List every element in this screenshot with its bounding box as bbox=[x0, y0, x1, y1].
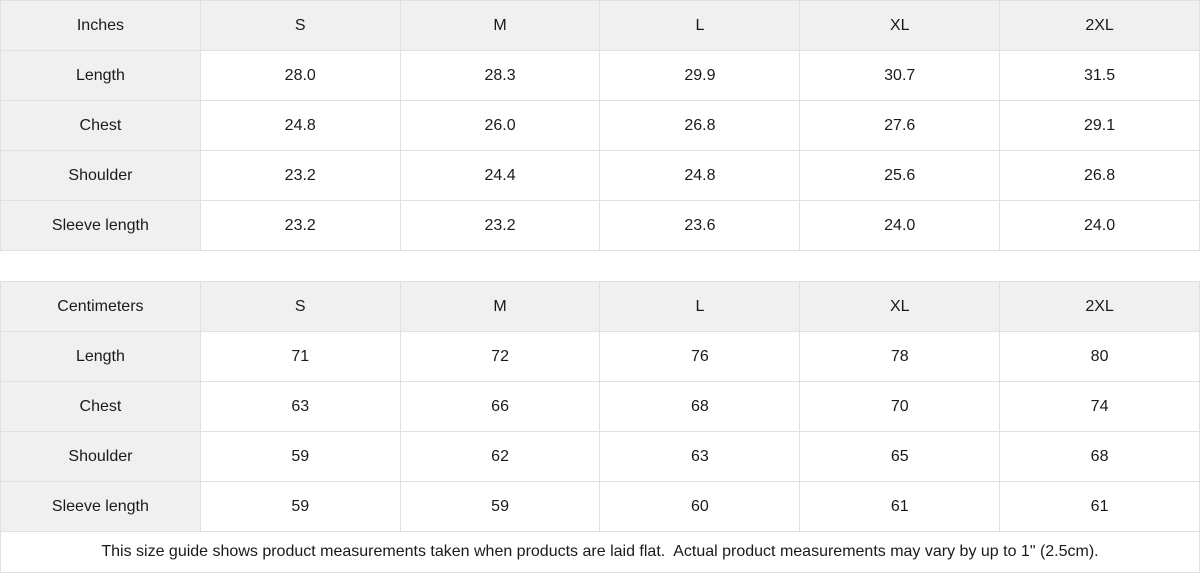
table-row: Sleeve length 59 59 60 61 61 bbox=[0, 481, 1200, 532]
size-col-header: S bbox=[199, 281, 401, 332]
size-value-cell: 24.4 bbox=[399, 150, 601, 201]
table-header-row: Inches S M L XL 2XL bbox=[0, 0, 1200, 51]
size-value-cell: 24.0 bbox=[999, 200, 1200, 251]
size-col-header: 2XL bbox=[999, 0, 1200, 51]
row-label: Sleeve length bbox=[0, 481, 201, 532]
size-value-cell: 59 bbox=[199, 431, 401, 482]
footnote: This size guide shows product measuremen… bbox=[0, 531, 1200, 573]
row-label: Length bbox=[0, 50, 201, 101]
size-value-cell: 23.2 bbox=[199, 150, 401, 201]
size-value-cell: 24.8 bbox=[199, 100, 401, 151]
table-row: Length 71 72 76 78 80 bbox=[0, 331, 1200, 382]
row-label: Shoulder bbox=[0, 431, 201, 482]
table-row: Length 28.0 28.3 29.9 30.7 31.5 bbox=[0, 50, 1200, 101]
size-value-cell: 78 bbox=[799, 331, 1001, 382]
size-value-cell: 65 bbox=[799, 431, 1001, 482]
size-col-header: 2XL bbox=[999, 281, 1200, 332]
row-label: Shoulder bbox=[0, 150, 201, 201]
table-header-row: Centimeters S M L XL 2XL bbox=[0, 281, 1200, 332]
row-label: Length bbox=[0, 331, 201, 382]
size-value-cell: 80 bbox=[999, 331, 1200, 382]
size-value-cell: 29.1 bbox=[999, 100, 1200, 151]
table-row: Sleeve length 23.2 23.2 23.6 24.0 24.0 bbox=[0, 200, 1200, 251]
size-value-cell: 59 bbox=[199, 481, 401, 532]
size-col-header: XL bbox=[799, 281, 1001, 332]
size-value-cell: 63 bbox=[599, 431, 801, 482]
size-value-cell: 24.8 bbox=[599, 150, 801, 201]
size-value-cell: 26.8 bbox=[999, 150, 1200, 201]
size-value-cell: 25.6 bbox=[799, 150, 1001, 201]
unit-header-cell: Inches bbox=[0, 0, 201, 51]
size-value-cell: 29.9 bbox=[599, 50, 801, 101]
table-row: Shoulder 23.2 24.4 24.8 25.6 26.8 bbox=[0, 150, 1200, 201]
size-value-cell: 63 bbox=[199, 381, 401, 432]
size-value-cell: 70 bbox=[799, 381, 1001, 432]
size-value-cell: 27.6 bbox=[799, 100, 1001, 151]
size-value-cell: 66 bbox=[399, 381, 601, 432]
table-row: Chest 24.8 26.0 26.8 27.6 29.1 bbox=[0, 100, 1200, 151]
size-value-cell: 23.2 bbox=[199, 200, 401, 251]
footnote-row: This size guide shows product measuremen… bbox=[0, 531, 1200, 573]
table-row: Shoulder 59 62 63 65 68 bbox=[0, 431, 1200, 482]
size-col-header: M bbox=[399, 0, 601, 51]
size-value-cell: 30.7 bbox=[799, 50, 1001, 101]
size-value-cell: 76 bbox=[599, 331, 801, 382]
size-value-cell: 28.3 bbox=[399, 50, 601, 101]
size-table-inches: Inches S M L XL 2XL Length 28.0 28.3 29.… bbox=[0, 0, 1200, 251]
size-value-cell: 68 bbox=[599, 381, 801, 432]
size-value-cell: 24.0 bbox=[799, 200, 1001, 251]
size-col-header: M bbox=[399, 281, 601, 332]
size-table-centimeters: Centimeters S M L XL 2XL Length 71 72 76… bbox=[0, 281, 1200, 573]
size-col-header: L bbox=[599, 281, 801, 332]
size-value-cell: 28.0 bbox=[199, 50, 401, 101]
size-value-cell: 31.5 bbox=[999, 50, 1200, 101]
size-value-cell: 61 bbox=[799, 481, 1001, 532]
unit-header-cell: Centimeters bbox=[0, 281, 201, 332]
size-col-header: XL bbox=[799, 0, 1001, 51]
size-col-header: S bbox=[199, 0, 401, 51]
row-label: Chest bbox=[0, 381, 201, 432]
size-value-cell: 60 bbox=[599, 481, 801, 532]
size-value-cell: 72 bbox=[399, 331, 601, 382]
size-value-cell: 26.0 bbox=[399, 100, 601, 151]
size-value-cell: 62 bbox=[399, 431, 601, 482]
size-value-cell: 68 bbox=[999, 431, 1200, 482]
table-row: Chest 63 66 68 70 74 bbox=[0, 381, 1200, 432]
row-label: Sleeve length bbox=[0, 200, 201, 251]
size-value-cell: 23.2 bbox=[399, 200, 601, 251]
size-value-cell: 26.8 bbox=[599, 100, 801, 151]
size-value-cell: 23.6 bbox=[599, 200, 801, 251]
size-col-header: L bbox=[599, 0, 801, 51]
row-label: Chest bbox=[0, 100, 201, 151]
size-value-cell: 61 bbox=[999, 481, 1200, 532]
size-value-cell: 71 bbox=[199, 331, 401, 382]
size-value-cell: 59 bbox=[399, 481, 601, 532]
size-value-cell: 74 bbox=[999, 381, 1200, 432]
